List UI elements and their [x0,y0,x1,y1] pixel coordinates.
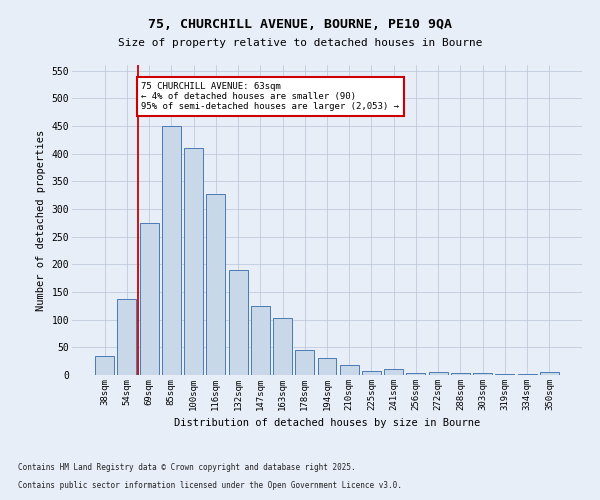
Bar [206,194,225,375]
Bar [229,270,248,375]
Bar [518,374,536,375]
Bar [540,372,559,375]
Bar [496,374,514,375]
Bar [340,365,359,375]
Text: Size of property relative to detached houses in Bourne: Size of property relative to detached ho… [118,38,482,48]
X-axis label: Distribution of detached houses by size in Bourne: Distribution of detached houses by size … [174,418,480,428]
Bar [273,318,292,375]
Text: Contains public sector information licensed under the Open Government Licence v3: Contains public sector information licen… [18,481,402,490]
Bar [162,126,181,375]
Text: Contains HM Land Registry data © Crown copyright and database right 2025.: Contains HM Land Registry data © Crown c… [18,464,356,472]
Bar [184,148,203,375]
Y-axis label: Number of detached properties: Number of detached properties [36,130,46,310]
Bar [451,373,470,375]
Bar [118,299,136,375]
Bar [140,223,158,375]
Bar [384,370,403,375]
Bar [95,356,114,375]
Bar [473,374,492,375]
Bar [406,373,425,375]
Bar [317,358,337,375]
Bar [251,306,270,375]
Bar [362,370,381,375]
Bar [295,350,314,375]
Text: 75, CHURCHILL AVENUE, BOURNE, PE10 9QA: 75, CHURCHILL AVENUE, BOURNE, PE10 9QA [148,18,452,30]
Bar [429,372,448,375]
Text: 75 CHURCHILL AVENUE: 63sqm
← 4% of detached houses are smaller (90)
95% of semi-: 75 CHURCHILL AVENUE: 63sqm ← 4% of detac… [142,82,400,112]
